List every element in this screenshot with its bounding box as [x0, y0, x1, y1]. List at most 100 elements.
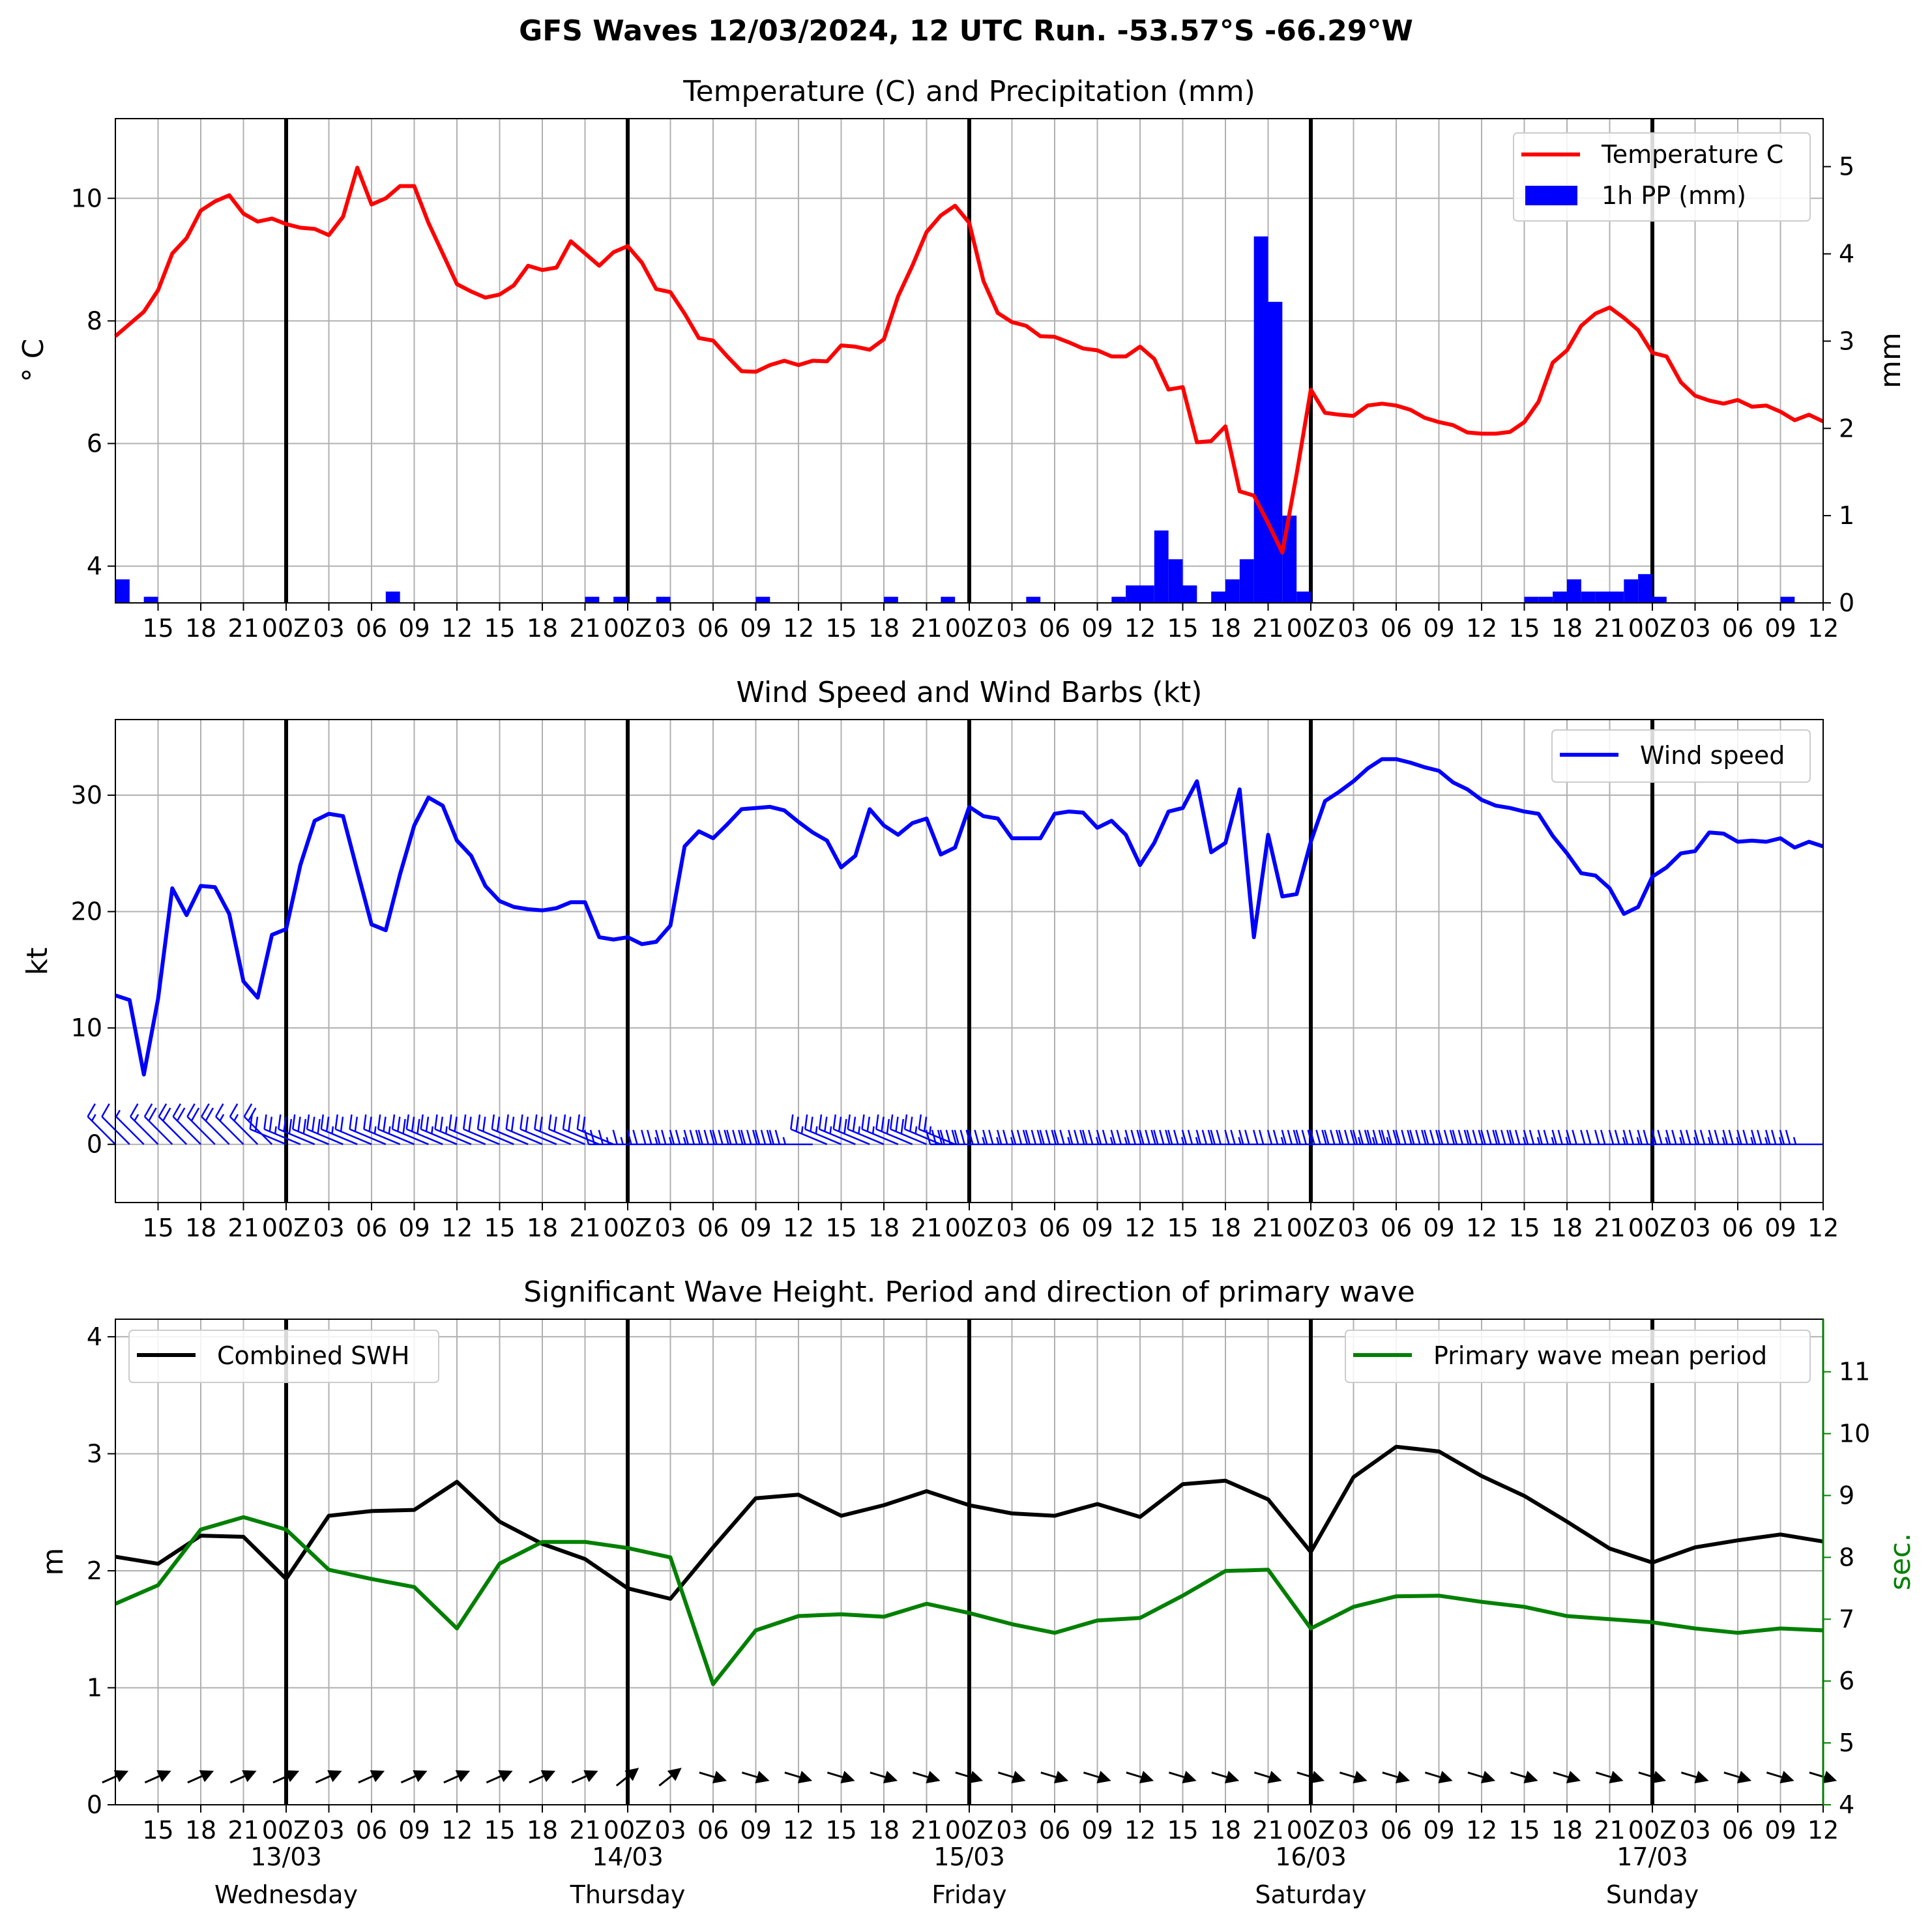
wave-arrow-head — [1353, 1770, 1368, 1784]
ytick-right-label: 5 — [1839, 1729, 1854, 1757]
xtick-label: 15 — [142, 614, 173, 643]
wave-arrow-head — [1096, 1770, 1111, 1784]
wave-arrow — [571, 1770, 598, 1784]
legend-swatch-precip — [1525, 186, 1577, 205]
xtick-label: 09 — [1423, 614, 1454, 643]
xtick-label: 18 — [1551, 1816, 1583, 1845]
day-weekday-label: Thursday — [570, 1880, 686, 1909]
wave-arrow-head — [1396, 1770, 1411, 1784]
wind-barb — [405, 1114, 443, 1145]
xtick-label: 00Z — [604, 1816, 652, 1845]
wind-barb — [363, 1114, 401, 1145]
xtick-label: 12 — [1808, 1816, 1839, 1845]
series-area — [114, 166, 1824, 555]
precip-bar — [1780, 596, 1795, 603]
wave-arrow-shaft — [315, 1775, 330, 1784]
xtick-label: 12 — [1124, 1214, 1156, 1242]
xtick-label: 00Z — [945, 1214, 993, 1242]
ytick-label: 4 — [87, 552, 102, 581]
wave-arrow — [187, 1770, 214, 1784]
xtick-label: 18 — [185, 1214, 216, 1242]
panel-title-temperature: Temperature (C) and Precipitation (mm) — [682, 75, 1255, 108]
precip-bar — [1538, 596, 1553, 603]
precip-bar — [1182, 585, 1197, 603]
xtick-label: 09 — [1081, 614, 1113, 643]
wave-arrow — [1040, 1770, 1069, 1784]
wave-arrow-shaft — [1680, 1772, 1697, 1778]
precip-bar — [1624, 579, 1639, 603]
wave-arrow-shaft — [400, 1775, 416, 1784]
xtick-label: 09 — [1423, 1214, 1454, 1242]
temperature-line — [114, 166, 1824, 555]
wind-barb — [861, 1114, 899, 1145]
wind-speed-line — [115, 757, 1824, 1077]
xtick-label: 18 — [1210, 614, 1241, 643]
xtick-label: 21 — [1252, 1214, 1283, 1242]
period-line — [114, 1515, 1824, 1686]
wind-barb — [243, 1103, 273, 1145]
wave-arrow-shaft — [102, 1775, 117, 1784]
wave-arrow-head — [798, 1770, 813, 1784]
wave-arrow-shaft — [658, 1775, 673, 1787]
xtick-label: 06 — [1381, 1816, 1412, 1845]
wave-arrow-shaft — [615, 1775, 630, 1787]
wind-barb — [291, 1114, 329, 1145]
wave-arrow-head — [1737, 1770, 1752, 1784]
day-date-label: 13/03 — [250, 1843, 322, 1871]
wave-arrow-head — [1182, 1770, 1197, 1784]
wave-arrow-shaft — [1253, 1772, 1270, 1778]
series-area — [115, 757, 1824, 1077]
wind-barb — [520, 1114, 557, 1145]
wave-arrow-shaft — [912, 1772, 928, 1778]
precip-bar — [755, 596, 770, 603]
xtick-label: 12 — [441, 614, 473, 643]
wind-barb — [918, 1114, 956, 1145]
wave-arrow-shaft — [529, 1775, 544, 1784]
xtick-label: 00Z — [945, 1816, 993, 1845]
xtick-label: 12 — [441, 1214, 473, 1242]
wave-arrow-shaft — [1766, 1772, 1782, 1778]
xtick-label: 18 — [527, 1816, 558, 1845]
xtick-label: 00Z — [945, 614, 993, 643]
wave-arrow — [486, 1770, 513, 1784]
xtick-label: 12 — [1124, 614, 1156, 643]
wind-barb — [434, 1114, 472, 1145]
xtick-label: 06 — [1039, 1816, 1070, 1845]
xtick-label: 03 — [996, 1214, 1027, 1242]
xtick-label: 09 — [1081, 1816, 1113, 1845]
precip-bar — [1225, 579, 1240, 603]
wave-arrow — [658, 1768, 682, 1787]
ytick-right-label: 8 — [1839, 1543, 1854, 1571]
ylabel-wind: kt — [21, 948, 54, 976]
precip-bar — [1211, 591, 1225, 603]
wave-arrow-head — [1011, 1770, 1026, 1784]
wave-arrow — [1809, 1770, 1837, 1784]
xtick-label: 15 — [1167, 1214, 1198, 1242]
xtick-label: 06 — [1722, 614, 1753, 643]
wave-arrow-head — [1609, 1770, 1624, 1784]
wave-arrow-head — [1139, 1770, 1154, 1784]
wind-barb — [320, 1114, 358, 1145]
wave-arrow-shaft — [1809, 1772, 1825, 1778]
xtick-label: 09 — [398, 1214, 430, 1242]
xtick-label: 09 — [740, 1214, 771, 1242]
wind-barb — [448, 1114, 486, 1145]
wind-barb — [201, 1103, 230, 1145]
wind-barb — [875, 1114, 913, 1145]
wave-arrow — [1339, 1770, 1368, 1784]
xtick-label: 12 — [783, 614, 814, 643]
wind-barb — [377, 1114, 415, 1145]
wave-arrow — [955, 1770, 984, 1784]
ytick-right-label: 11 — [1839, 1358, 1870, 1386]
xtick-label: 09 — [1081, 1214, 1113, 1242]
wind-barb — [818, 1114, 856, 1145]
xtick-label: 03 — [1679, 1816, 1710, 1845]
xtick-label: 18 — [1210, 1816, 1241, 1845]
wave-arrow — [1253, 1770, 1282, 1784]
swh-line — [115, 1444, 1824, 1601]
wave-panel: Significant Wave Height. Period and dire… — [37, 1276, 1917, 1909]
day-weekday-label: Wednesday — [214, 1880, 358, 1909]
wave-arrow-shaft — [1040, 1772, 1057, 1778]
xtick-label: 15 — [825, 1214, 856, 1242]
